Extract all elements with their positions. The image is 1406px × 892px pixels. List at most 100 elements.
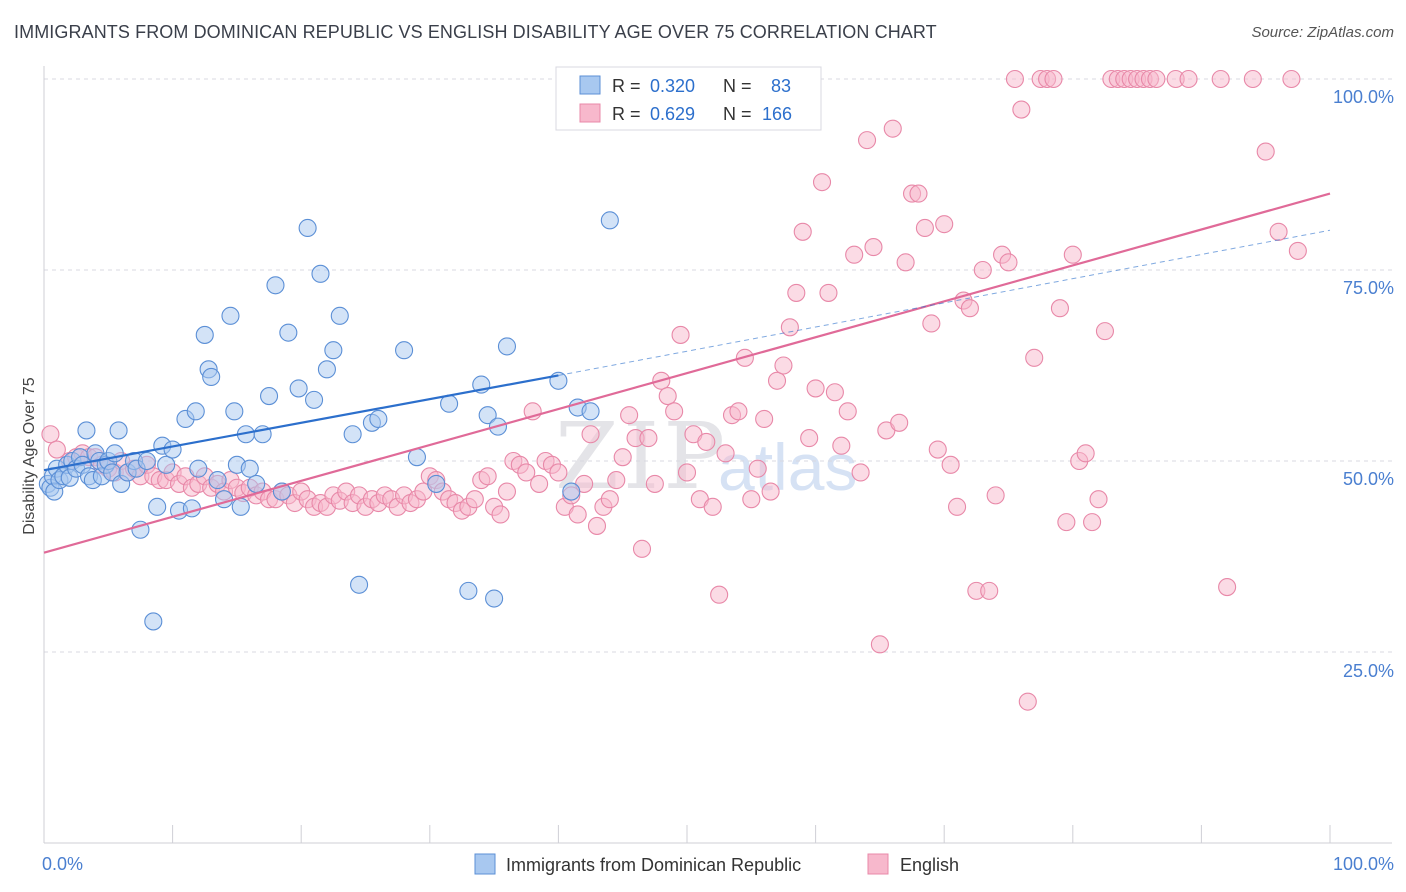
legend-swatch-pink xyxy=(579,103,601,123)
legend-n-label-2: N = xyxy=(723,104,757,124)
dominican-point xyxy=(311,264,330,283)
series-legend: Immigrants from Dominican Republic Engli… xyxy=(474,853,959,875)
dominican-point xyxy=(240,459,259,478)
correlation-legend: R = 0.320 N = 83 R = 0.629 N = 166 xyxy=(555,66,822,131)
dominican-point xyxy=(266,276,285,295)
dominican-point xyxy=(163,440,182,459)
dominican-point xyxy=(202,367,221,387)
english-point xyxy=(530,474,549,493)
bottom-legend-label-blue: Immigrants from Dominican Republic xyxy=(506,855,801,875)
english-point xyxy=(787,283,806,302)
dominican-point xyxy=(549,371,568,390)
dominican-point xyxy=(225,402,244,421)
english-point xyxy=(806,379,825,398)
english-point xyxy=(748,459,767,478)
dominican-trend-extension xyxy=(558,229,1331,376)
dominican-point xyxy=(144,612,163,631)
source-label: Source: ZipAtlas.com xyxy=(1251,24,1394,41)
english-point xyxy=(935,215,954,234)
dominican-point xyxy=(305,390,324,409)
dominican-point xyxy=(77,421,96,440)
english-point xyxy=(1044,69,1063,89)
english-point xyxy=(47,440,66,459)
dominican-point xyxy=(298,218,317,238)
english-point xyxy=(697,432,716,451)
dominican-point xyxy=(459,581,478,600)
dominican-point xyxy=(497,337,517,356)
english-point xyxy=(710,585,729,604)
english-point xyxy=(1025,348,1044,367)
english-point xyxy=(497,482,517,501)
english-point xyxy=(1018,692,1037,711)
dominican-point xyxy=(324,341,343,360)
english-point xyxy=(941,455,960,474)
y-axis-label: Disability Age Over 75 xyxy=(21,377,38,535)
english-point xyxy=(1288,241,1307,260)
english-point xyxy=(857,131,877,150)
english-point xyxy=(491,505,510,524)
dominican-point xyxy=(259,387,279,406)
dominican-point xyxy=(343,425,362,444)
dominican-point xyxy=(182,499,201,518)
english-point xyxy=(716,444,735,463)
y-tick-label-50: 50.0% xyxy=(1343,469,1394,489)
english-point xyxy=(755,409,774,429)
dominican-point xyxy=(478,406,497,425)
dominican-point xyxy=(395,341,414,360)
english-point xyxy=(980,581,999,600)
english-point xyxy=(645,474,664,493)
english-point xyxy=(864,238,883,257)
english-point xyxy=(999,253,1018,272)
english-point xyxy=(890,413,909,432)
dominican-point xyxy=(485,589,504,608)
english-point xyxy=(928,440,947,459)
english-point xyxy=(1179,69,1198,89)
english-point xyxy=(1147,69,1166,89)
english-point xyxy=(607,471,626,490)
english-point xyxy=(1256,142,1275,161)
y-tick-label-25: 25.0% xyxy=(1343,661,1394,681)
english-point xyxy=(1057,513,1076,532)
english-trend-line xyxy=(43,192,1331,554)
english-point xyxy=(883,119,902,138)
english-point xyxy=(767,371,787,390)
english-point xyxy=(703,497,722,516)
english-point xyxy=(812,173,832,192)
dominican-point xyxy=(137,451,156,471)
english-point xyxy=(600,490,619,509)
english-point xyxy=(909,184,928,203)
english-point xyxy=(896,253,915,272)
english-point xyxy=(1005,69,1024,89)
english-point xyxy=(581,425,600,444)
english-point xyxy=(568,505,587,524)
english-point xyxy=(632,539,652,558)
english-point xyxy=(613,448,632,467)
dominican-point xyxy=(208,471,227,490)
english-point xyxy=(742,490,761,509)
chart-title: IMMIGRANTS FROM DOMINICAN REPUBLIC VS EN… xyxy=(14,22,937,42)
english-point xyxy=(1089,490,1108,509)
english-point xyxy=(729,402,748,421)
dominican-point xyxy=(221,306,240,325)
x-tick-label-0: 0.0% xyxy=(42,854,83,874)
legend-r-value-2: 0.629 xyxy=(650,104,695,124)
dominican-point xyxy=(247,474,266,493)
x-tick-label-1: 100.0% xyxy=(1333,854,1394,874)
english-point xyxy=(1282,69,1301,89)
english-point xyxy=(658,387,677,406)
legend-n-label-1: N = xyxy=(723,76,757,96)
english-point xyxy=(665,402,684,421)
english-point xyxy=(478,467,497,486)
english-point xyxy=(948,497,967,516)
english-point xyxy=(1269,222,1288,241)
dominican-point xyxy=(289,379,308,398)
english-point xyxy=(832,436,851,455)
english-point xyxy=(677,463,697,482)
dominican-point xyxy=(189,459,208,478)
dominican-point xyxy=(157,455,176,474)
english-point xyxy=(1083,513,1102,532)
dominican-point xyxy=(279,323,298,342)
english-point xyxy=(549,463,568,482)
english-point xyxy=(1095,322,1114,341)
